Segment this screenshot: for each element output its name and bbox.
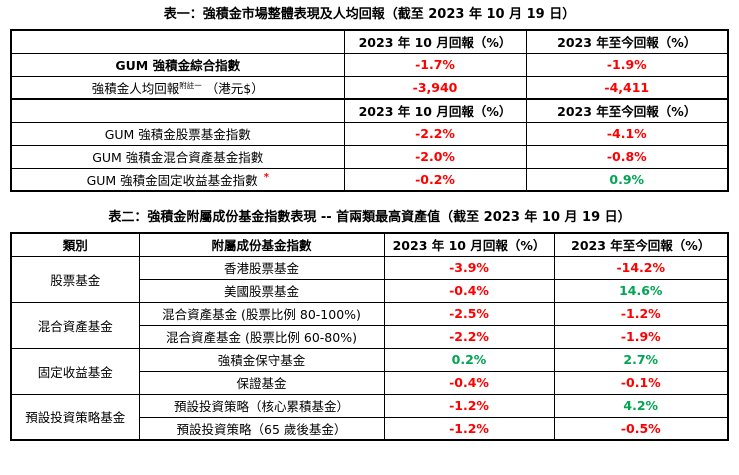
fund-name: 混合資產基金 (股票比例 60-80%) [138, 324, 385, 349]
oct-return-value: -1.2% [383, 393, 555, 418]
oct-return-value: -1.7% [343, 52, 527, 77]
table1-title: 表一：強積金市場整體表現及人均回報（截至 2023 年 10 月 19 日） [163, 7, 576, 22]
table2-title: 表二：強積金附屬成份基金指數表現 -- 首兩類最高資產值（截至 2023 年 1… [108, 210, 631, 225]
fund-name: 混合資產基金 (股票比例 80-100%) [138, 301, 385, 326]
oct-return-value: -3.9% [383, 255, 555, 280]
table1-header-oct: 2023 年 10 月回報（%） [343, 29, 527, 54]
ytd-return-value: 14.6% [553, 278, 729, 303]
label-text: 強積金人均回報 [91, 80, 180, 96]
table2-header-fund-index: 附屬成份基金指數 [138, 232, 385, 257]
ytd-return-value: -1.2% [553, 301, 729, 326]
table-row: 保證基金 -0.4% -0.1% [11, 370, 729, 395]
ytd-return-value: -0.8% [525, 144, 729, 169]
table1: 2023 年 10 月回報（%） 2023 年至今回報（%） GUM 強積金綜合… [10, 29, 729, 192]
oct-return-value: -2.2% [343, 121, 527, 146]
ytd-return-value: -0.5% [553, 416, 729, 441]
ytd-return-value: -1.9% [525, 52, 729, 77]
fund-name: 強積金保守基金 [138, 347, 385, 372]
row-label-mixed-asset-fund-index: GUM 強積金混合資產基金指數 [10, 144, 345, 169]
oct-return-value: -1.2% [383, 416, 555, 441]
table-row: GUM 強積金綜合指數 -1.7% -1.9% [10, 52, 729, 77]
table1-header-empty [10, 29, 345, 54]
category-mixed-asset-funds: 混合資產基金 [10, 301, 140, 349]
label-suffix: （港元$） [205, 80, 264, 96]
ytd-return-value: -4.1% [525, 121, 729, 146]
ytd-return-value: -14.2% [553, 255, 729, 280]
table-row: 固定收益基金 強積金保守基金 0.2% 2.7% [10, 347, 729, 395]
table1-header-row-2: 2023 年 10 月回報（%） 2023 年至今回報（%） [10, 98, 729, 123]
ytd-return-value: -4,411 [525, 75, 729, 100]
table1-header-empty [10, 98, 345, 123]
asterisk-mark: * [263, 171, 269, 183]
fund-name: 保證基金 [138, 370, 385, 395]
oct-return-value: -2.2% [383, 324, 555, 349]
table-row: 混合資產基金 混合資產基金 (股票比例 80-100%) -2.5% -1.2% [10, 301, 729, 349]
ytd-return-value: -1.9% [553, 324, 729, 349]
fund-name: 美國股票基金 [138, 278, 385, 303]
table-row: 混合資產基金 (股票比例 60-80%) -2.2% -1.9% [11, 324, 729, 349]
ytd-return-value: 0.9% [525, 167, 729, 192]
table-row: GUM 強積金股票基金指數 -2.2% -4.1% [10, 121, 729, 146]
table2: 類別 附屬成份基金指數 2023 年 10 月回報（%） 2023 年至今回報（… [10, 232, 729, 441]
oct-return-value: -0.4% [383, 278, 555, 303]
table2-header-oct: 2023 年 10 月回報（%） [383, 232, 555, 257]
row-label-equity-fund-index: GUM 強積金股票基金指數 [10, 121, 345, 146]
table2-header-row: 類別 附屬成份基金指數 2023 年 10 月回報（%） 2023 年至今回報（… [10, 232, 729, 257]
label-text: GUM 強積金固定收益基金指數 [86, 172, 258, 188]
row-label-composite-index: GUM 強積金綜合指數 [10, 52, 345, 77]
table1-header-row: 2023 年 10 月回報（%） 2023 年至今回報（%） [10, 29, 729, 54]
table-row: 預設投資策略基金 預設投資策略（核心累積基金） -1.2% 4.2% [10, 393, 729, 441]
category-default-investment-strategy-funds: 預設投資策略基金 [10, 393, 140, 441]
row-label-per-capita-return: 強積金人均回報附註一 （港元$） [10, 75, 345, 100]
fund-name: 預設投資策略（65 歲後基金） [138, 416, 385, 441]
category-equity-funds: 股票基金 [10, 255, 140, 303]
footnote-superscript: 附註一 [179, 80, 202, 90]
fund-name: 香港股票基金 [138, 255, 385, 280]
table2-header-category: 類別 [10, 232, 140, 257]
ytd-return-value: -0.1% [553, 370, 729, 395]
category-fixed-income-funds: 固定收益基金 [10, 347, 140, 395]
oct-return-value: -2.0% [343, 144, 527, 169]
ytd-return-value: 4.2% [553, 393, 729, 418]
table-row: GUM 強積金混合資產基金指數 -2.0% -0.8% [10, 144, 729, 169]
ytd-return-value: 2.7% [553, 347, 729, 372]
table-row: 強積金人均回報附註一 （港元$） -3,940 -4,411 [10, 75, 729, 100]
table-row: 美國股票基金 -0.4% 14.6% [11, 278, 729, 303]
oct-return-value: 0.2% [383, 347, 555, 372]
oct-return-value: -0.4% [383, 370, 555, 395]
oct-return-value: -3,940 [343, 75, 527, 100]
row-label-fixed-income-fund-index: GUM 強積金固定收益基金指數 * [10, 167, 345, 192]
table2-header-ytd: 2023 年至今回報（%） [553, 232, 729, 257]
table1-header-ytd: 2023 年至今回報（%） [525, 29, 729, 54]
oct-return-value: -2.5% [383, 301, 555, 326]
table-row: GUM 強積金固定收益基金指數 * -0.2% 0.9% [10, 167, 729, 192]
table-row: 股票基金 香港股票基金 -3.9% -14.2% [10, 255, 729, 303]
table1-header-ytd: 2023 年至今回報（%） [525, 98, 729, 123]
table-row: 預設投資策略（65 歲後基金） -1.2% -0.5% [11, 416, 729, 441]
oct-return-value: -0.2% [343, 167, 527, 192]
table1-header-oct: 2023 年 10 月回報（%） [343, 98, 527, 123]
fund-name: 預設投資策略（核心累積基金） [138, 393, 385, 418]
